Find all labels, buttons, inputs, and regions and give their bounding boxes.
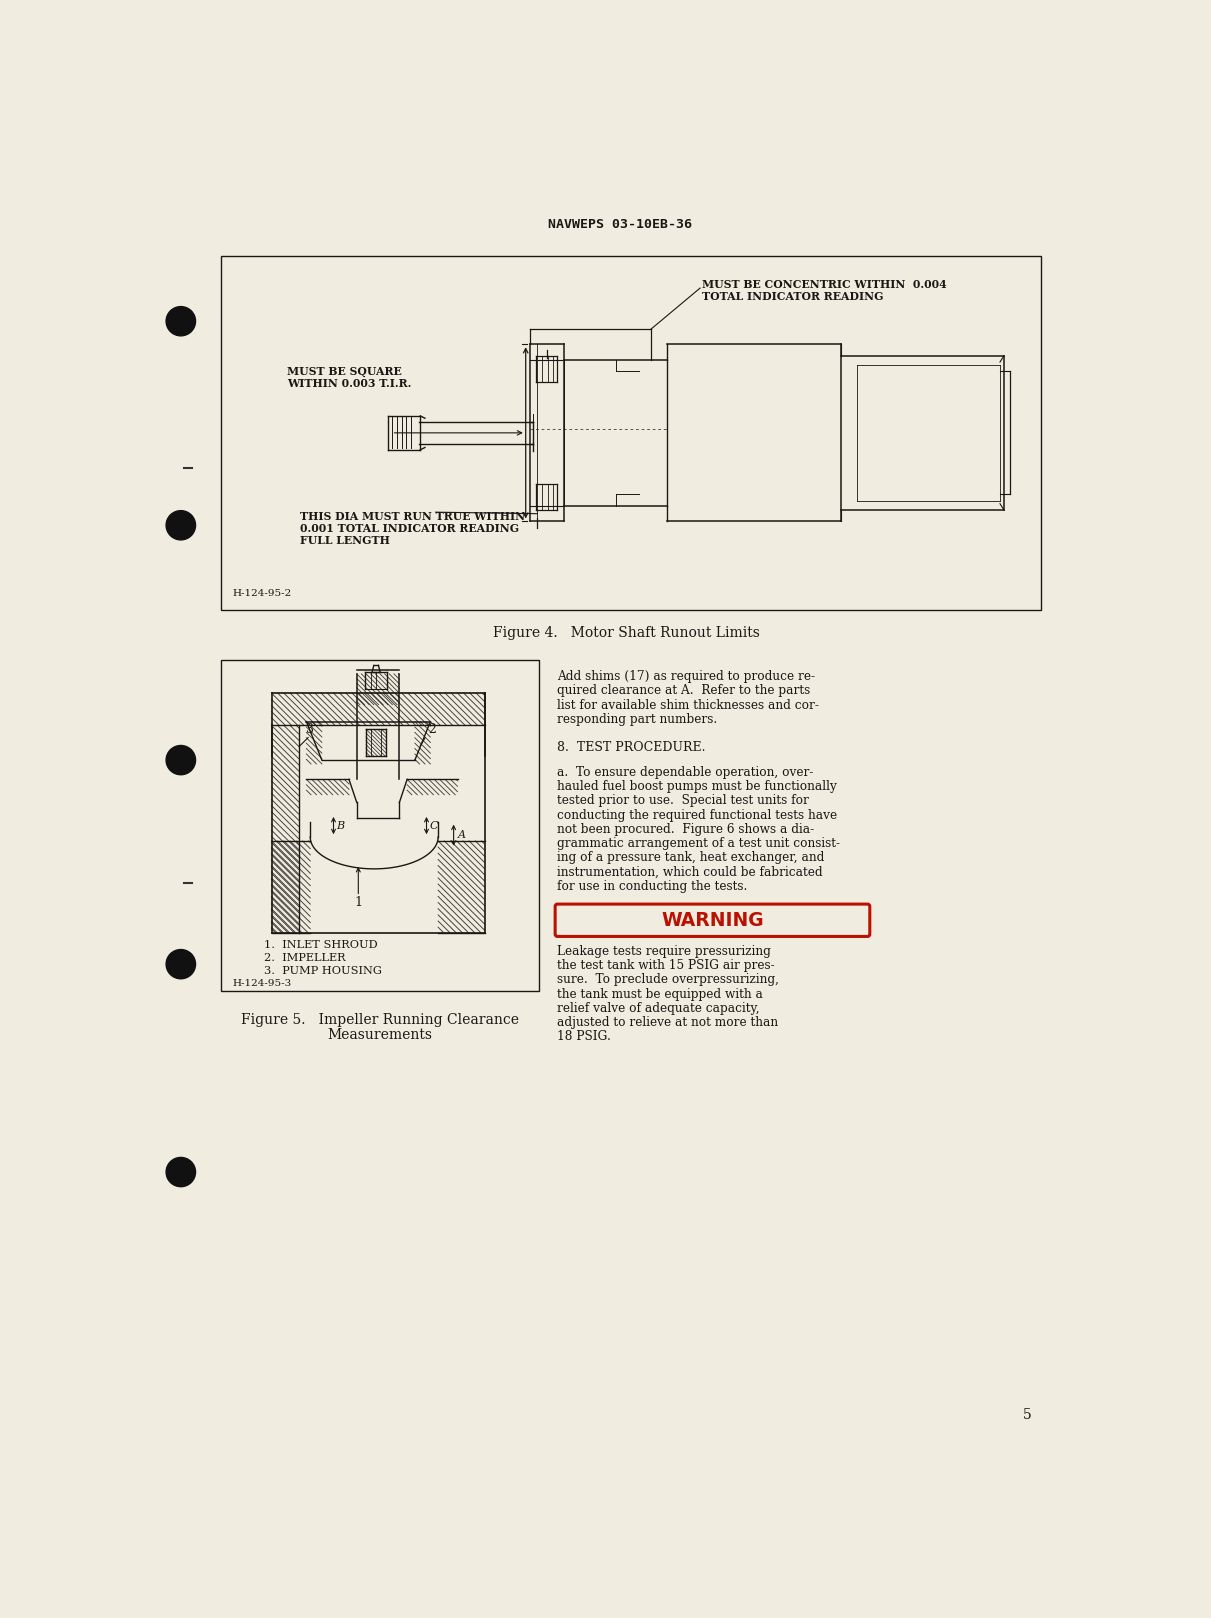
- Bar: [222, 256, 1041, 610]
- Text: conducting the required functional tests have: conducting the required functional tests…: [557, 809, 838, 822]
- Text: TOTAL INDICATOR READING: TOTAL INDICATOR READING: [701, 291, 883, 303]
- Text: sure.  To preclude overpressurizing,: sure. To preclude overpressurizing,: [557, 974, 780, 987]
- Text: hauled fuel boost pumps must be functionally: hauled fuel boost pumps must be function…: [557, 780, 837, 793]
- Text: FULL LENGTH: FULL LENGTH: [300, 536, 390, 547]
- Text: the tank must be equipped with a: the tank must be equipped with a: [557, 987, 763, 1000]
- Text: Figure 5.   Impeller Running Clearance: Figure 5. Impeller Running Clearance: [241, 1013, 520, 1026]
- Text: 3: 3: [306, 723, 314, 736]
- Text: 1: 1: [355, 896, 362, 909]
- Text: MUST BE CONCENTRIC WITHIN  0.004: MUST BE CONCENTRIC WITHIN 0.004: [701, 278, 946, 290]
- Text: Leakage tests require pressurizing: Leakage tests require pressurizing: [557, 945, 771, 958]
- Circle shape: [166, 511, 195, 540]
- Text: adjusted to relieve at not more than: adjusted to relieve at not more than: [557, 1016, 779, 1029]
- Text: the test tank with 15 PSIG air pres-: the test tank with 15 PSIG air pres-: [557, 959, 775, 972]
- Text: H-124-95-2: H-124-95-2: [233, 589, 291, 597]
- Text: a.  To ensure dependable operation, over-: a. To ensure dependable operation, over-: [557, 765, 814, 778]
- Circle shape: [166, 306, 195, 337]
- Text: B: B: [335, 820, 344, 830]
- Text: H-124-95-3: H-124-95-3: [233, 979, 291, 989]
- Text: A: A: [458, 830, 465, 840]
- Circle shape: [166, 1157, 195, 1186]
- Text: not been procured.  Figure 6 shows a dia-: not been procured. Figure 6 shows a dia-: [557, 824, 815, 837]
- Text: grammatic arrangement of a test unit consist-: grammatic arrangement of a test unit con…: [557, 837, 840, 849]
- Circle shape: [166, 746, 195, 775]
- Text: C: C: [430, 820, 438, 830]
- Text: 5: 5: [1023, 1408, 1032, 1422]
- Text: Measurements: Measurements: [327, 1027, 432, 1042]
- Text: quired clearance at A.  Refer to the parts: quired clearance at A. Refer to the part…: [557, 684, 810, 697]
- Text: 0.001 TOTAL INDICATOR READING: 0.001 TOTAL INDICATOR READING: [300, 523, 520, 534]
- Text: responding part numbers.: responding part numbers.: [557, 714, 718, 726]
- Text: Add shims (17) as required to produce re-: Add shims (17) as required to produce re…: [557, 670, 815, 683]
- Text: 3.  PUMP HOUSING: 3. PUMP HOUSING: [264, 966, 381, 976]
- Text: tested prior to use.  Special test units for: tested prior to use. Special test units …: [557, 794, 809, 807]
- Text: WITHIN 0.003 T.I.R.: WITHIN 0.003 T.I.R.: [287, 379, 412, 388]
- Text: instrumentation, which could be fabricated: instrumentation, which could be fabricat…: [557, 866, 823, 879]
- FancyBboxPatch shape: [555, 904, 869, 937]
- Text: list for available shim thicknesses and cor-: list for available shim thicknesses and …: [557, 699, 820, 712]
- Text: 18 PSIG.: 18 PSIG.: [557, 1031, 612, 1044]
- Text: 1.  INLET SHROUD: 1. INLET SHROUD: [264, 940, 378, 950]
- Text: 2.  IMPELLER: 2. IMPELLER: [264, 953, 345, 963]
- Text: relief valve of adequate capacity,: relief valve of adequate capacity,: [557, 1002, 761, 1014]
- Text: ing of a pressure tank, heat exchanger, and: ing of a pressure tank, heat exchanger, …: [557, 851, 825, 864]
- Text: 2: 2: [427, 723, 436, 736]
- Text: for use in conducting the tests.: for use in conducting the tests.: [557, 880, 748, 893]
- Bar: [222, 660, 539, 992]
- Text: NAVWEPS 03-10EB-36: NAVWEPS 03-10EB-36: [549, 218, 693, 231]
- Text: MUST BE SQUARE: MUST BE SQUARE: [287, 366, 402, 377]
- Text: THIS DIA MUST RUN TRUE WITHIN: THIS DIA MUST RUN TRUE WITHIN: [300, 511, 526, 521]
- Text: 8.  TEST PROCEDURE.: 8. TEST PROCEDURE.: [557, 741, 706, 754]
- Text: WARNING: WARNING: [661, 911, 764, 930]
- Text: Figure 4.   Motor Shaft Runout Limits: Figure 4. Motor Shaft Runout Limits: [493, 626, 759, 641]
- Circle shape: [166, 950, 195, 979]
